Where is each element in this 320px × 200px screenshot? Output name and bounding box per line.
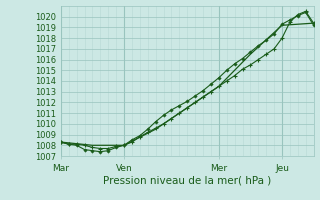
X-axis label: Pression niveau de la mer( hPa ): Pression niveau de la mer( hPa ) [103, 175, 271, 185]
